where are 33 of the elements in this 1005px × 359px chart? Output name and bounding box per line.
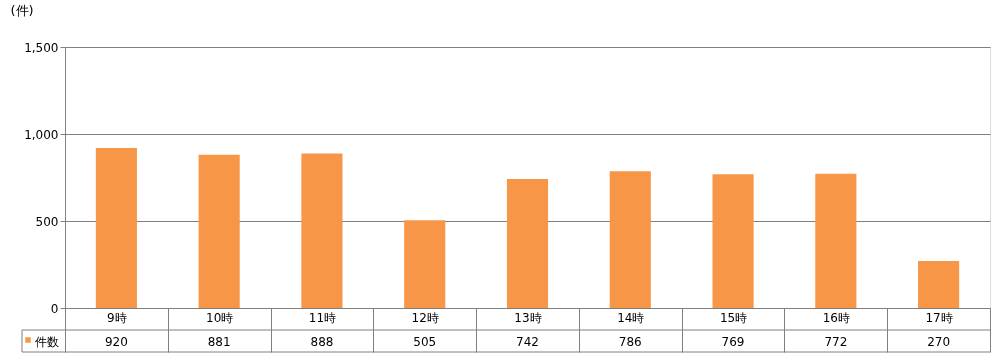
x-tick-label: 9時	[107, 310, 127, 325]
data-label: 786	[618, 335, 642, 349]
data-label: 742	[516, 335, 539, 349]
bar	[712, 174, 754, 308]
data-label: 888	[310, 335, 334, 349]
y-tick-label: 1,500	[24, 40, 59, 55]
x-tick-label: 15時	[719, 310, 748, 325]
y-tick-label: 0	[50, 301, 59, 316]
data-label: 270	[927, 335, 951, 349]
x-tick-label: 13時	[514, 310, 542, 325]
data-label: 920	[104, 335, 128, 349]
y-tick-label: 1,000	[24, 127, 59, 142]
x-tick-label: 16時	[822, 310, 850, 325]
bar	[301, 153, 343, 308]
y-axis-title: (件)	[10, 2, 34, 18]
x-tick-label: 11時	[308, 310, 337, 325]
data-label: 769	[721, 335, 745, 349]
x-tick-label: 10時	[206, 310, 234, 325]
bar	[506, 178, 549, 308]
data-label: 772	[824, 335, 848, 349]
bar	[609, 171, 651, 308]
x-tick-label: 12時	[411, 310, 439, 325]
legend-label: 件数	[35, 335, 59, 349]
y-tick-label: 500	[35, 214, 59, 229]
x-tick-label: 17時	[925, 310, 953, 325]
data-label: 505	[413, 335, 437, 349]
x-tick-label: 14時	[617, 310, 645, 325]
bar	[95, 147, 137, 308]
bar	[918, 261, 960, 308]
bar	[198, 154, 240, 308]
bar	[404, 220, 446, 308]
bar	[815, 173, 857, 308]
data-label: 881	[207, 335, 231, 349]
